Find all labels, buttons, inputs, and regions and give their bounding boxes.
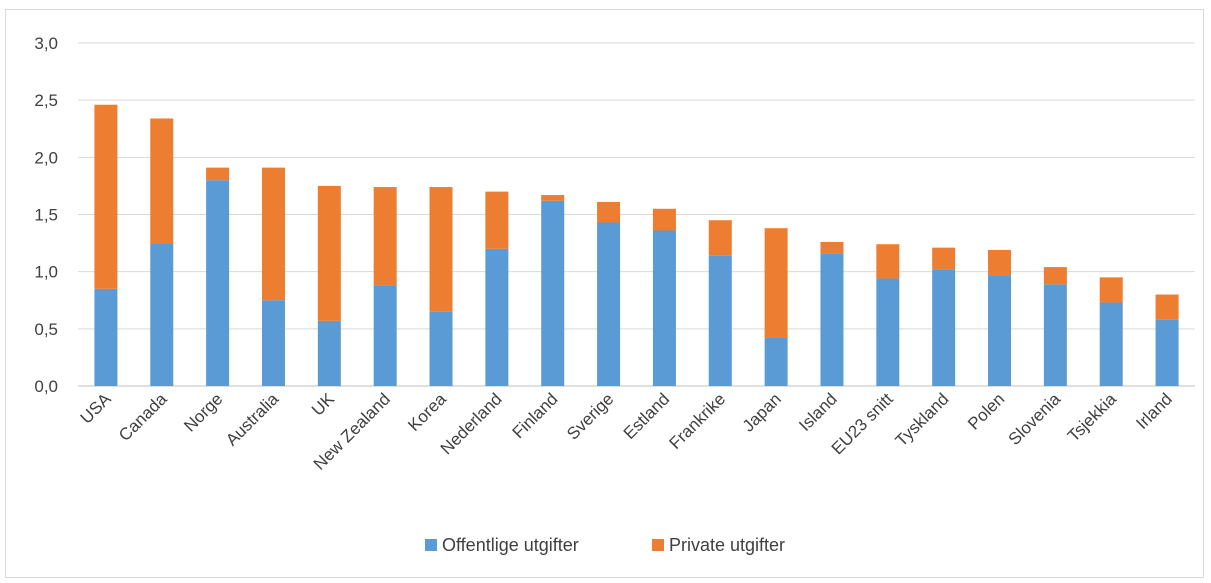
x-tick-label: UK (308, 389, 339, 420)
y-tick-label: 0,0 (34, 377, 58, 396)
bar-private (1155, 294, 1179, 320)
x-tick-label: Estland (620, 389, 674, 443)
bar-private (541, 195, 565, 201)
bar-private (764, 228, 788, 338)
bar-offentlige (373, 285, 397, 386)
bar-private (206, 167, 230, 181)
bar-private (429, 187, 453, 312)
bar-offentlige (1155, 319, 1179, 386)
bar-offentlige (652, 230, 676, 386)
bar-offentlige (876, 278, 900, 386)
bars (94, 104, 1179, 386)
bar-private (261, 167, 285, 301)
y-tick-label: 2,5 (34, 91, 58, 110)
y-tick-label: 1,0 (34, 263, 58, 282)
x-tick-label: Norge (180, 389, 226, 435)
bar-offentlige (429, 311, 453, 386)
bar-offentlige (206, 180, 230, 386)
x-tick-label: Japan (739, 389, 785, 435)
bar-offentlige (708, 255, 732, 386)
bar-private (988, 249, 1012, 276)
y-tick-label: 2,0 (34, 148, 58, 167)
legend-swatch (652, 539, 664, 551)
x-tick-label: Finland (509, 389, 562, 442)
bar-private (932, 247, 956, 270)
x-tick-label: Slovenia (1005, 389, 1065, 449)
x-tick-label: Tyskland (892, 389, 953, 450)
bar-private (373, 187, 397, 286)
bar-offentlige (541, 200, 565, 386)
legend-label: Private utgifter (669, 535, 785, 555)
legend-swatch (425, 539, 437, 551)
bar-offentlige (1043, 284, 1067, 386)
legend-label: Offentlige utgifter (442, 535, 579, 555)
bar-private (94, 104, 118, 289)
y-tick-label: 3,0 (34, 34, 58, 53)
y-axis-tick-labels: 0,0 0,5 1,0 1,5 2,0 2,5 3,0 (34, 34, 58, 396)
bar-private (876, 244, 900, 279)
bar-offentlige (261, 300, 285, 386)
x-tick-label: Canada (115, 389, 171, 445)
x-tick-label: Polen (964, 389, 1008, 433)
y-tick-label: 0,5 (34, 320, 58, 339)
x-tick-label: Sverige (563, 389, 617, 443)
x-tick-label: Tsjekkia (1064, 389, 1121, 446)
bar-private (150, 118, 174, 244)
bar-private (652, 208, 676, 231)
bar-offentlige (317, 320, 341, 386)
x-tick-label: EU23 snitt (828, 389, 897, 458)
bar-private (1099, 277, 1123, 303)
x-tick-label: Frankrike (666, 389, 730, 453)
bar-private (1043, 267, 1067, 285)
bar-offentlige (597, 222, 621, 386)
x-tick-label: Korea (404, 389, 450, 435)
x-tick-label: USA (77, 389, 116, 428)
bar-offentlige (94, 288, 118, 386)
gridlines (78, 42, 1195, 387)
bar-private (597, 201, 621, 223)
x-tick-label: Australia (222, 389, 283, 450)
x-tick-label: Island (795, 389, 841, 435)
bar-private (708, 220, 732, 256)
bar-offentlige (932, 269, 956, 386)
bar-private (317, 185, 341, 321)
bar-offentlige (485, 248, 509, 386)
bar-offentlige (150, 243, 174, 386)
y-tick-label: 1,5 (34, 206, 58, 225)
bar-private (485, 191, 509, 249)
bar-offentlige (1099, 302, 1123, 386)
bar-offentlige (820, 253, 844, 386)
bar-offentlige (764, 337, 788, 386)
x-tick-label: Nederland (437, 389, 506, 458)
legend: Offentlige utgifter Private utgifter (425, 535, 785, 555)
x-tick-label: Irland (1132, 389, 1176, 433)
bar-offentlige (988, 275, 1012, 386)
bar-private (820, 241, 844, 254)
